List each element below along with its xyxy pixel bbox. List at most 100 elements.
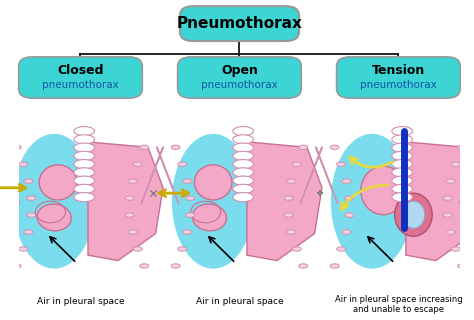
Ellipse shape: [284, 213, 293, 217]
Text: pneumothorax: pneumothorax: [42, 79, 119, 90]
Ellipse shape: [186, 213, 195, 217]
Ellipse shape: [392, 143, 412, 152]
Ellipse shape: [395, 193, 432, 236]
Ellipse shape: [392, 135, 412, 144]
Ellipse shape: [299, 145, 308, 149]
FancyBboxPatch shape: [337, 57, 460, 98]
Ellipse shape: [337, 162, 346, 166]
Ellipse shape: [402, 201, 425, 228]
Ellipse shape: [392, 193, 412, 202]
Ellipse shape: [458, 264, 467, 268]
Ellipse shape: [125, 213, 134, 217]
Ellipse shape: [171, 145, 180, 149]
Ellipse shape: [27, 213, 36, 217]
Ellipse shape: [342, 179, 351, 183]
Ellipse shape: [172, 134, 255, 269]
Ellipse shape: [18, 247, 27, 251]
Ellipse shape: [233, 143, 254, 152]
Ellipse shape: [233, 135, 254, 144]
Ellipse shape: [74, 193, 94, 202]
Ellipse shape: [446, 230, 455, 234]
Ellipse shape: [74, 168, 94, 177]
Ellipse shape: [74, 126, 94, 136]
Ellipse shape: [443, 196, 452, 200]
Ellipse shape: [74, 143, 94, 152]
Ellipse shape: [186, 196, 195, 200]
Ellipse shape: [37, 204, 71, 231]
Ellipse shape: [299, 264, 308, 268]
Ellipse shape: [392, 168, 412, 177]
Ellipse shape: [446, 179, 455, 183]
Ellipse shape: [133, 247, 142, 251]
Text: Open: Open: [221, 64, 258, 77]
Ellipse shape: [233, 160, 254, 169]
Ellipse shape: [128, 179, 137, 183]
Polygon shape: [406, 142, 474, 260]
Ellipse shape: [392, 126, 412, 136]
Ellipse shape: [24, 179, 33, 183]
FancyBboxPatch shape: [180, 6, 299, 41]
Ellipse shape: [171, 264, 180, 268]
Ellipse shape: [183, 230, 192, 234]
Ellipse shape: [233, 176, 254, 185]
Ellipse shape: [292, 247, 301, 251]
Ellipse shape: [128, 230, 137, 234]
Ellipse shape: [24, 230, 33, 234]
Ellipse shape: [233, 168, 254, 177]
Ellipse shape: [361, 166, 406, 215]
Ellipse shape: [392, 184, 412, 194]
Ellipse shape: [330, 264, 339, 268]
Ellipse shape: [12, 145, 21, 149]
Ellipse shape: [192, 204, 227, 231]
Ellipse shape: [12, 264, 21, 268]
Ellipse shape: [292, 162, 301, 166]
Ellipse shape: [27, 196, 36, 200]
Ellipse shape: [233, 193, 254, 202]
FancyBboxPatch shape: [178, 57, 301, 98]
Ellipse shape: [331, 134, 413, 269]
Ellipse shape: [74, 135, 94, 144]
Text: Closed: Closed: [57, 64, 104, 77]
Ellipse shape: [443, 213, 452, 217]
Ellipse shape: [178, 247, 187, 251]
Text: pneumothorax: pneumothorax: [360, 79, 437, 90]
Ellipse shape: [345, 196, 354, 200]
Ellipse shape: [13, 134, 95, 269]
Ellipse shape: [183, 179, 192, 183]
Text: Tension: Tension: [372, 64, 425, 77]
Polygon shape: [88, 142, 163, 260]
Ellipse shape: [140, 145, 149, 149]
FancyBboxPatch shape: [18, 57, 142, 98]
Ellipse shape: [233, 151, 254, 160]
Ellipse shape: [451, 247, 460, 251]
Ellipse shape: [125, 196, 134, 200]
Ellipse shape: [74, 160, 94, 169]
Ellipse shape: [392, 176, 412, 185]
Ellipse shape: [342, 230, 351, 234]
Ellipse shape: [18, 162, 27, 166]
Ellipse shape: [451, 162, 460, 166]
Ellipse shape: [133, 162, 142, 166]
Ellipse shape: [392, 151, 412, 160]
Text: Air in pleural space increasing
and unable to escape: Air in pleural space increasing and unab…: [335, 295, 462, 314]
Ellipse shape: [39, 165, 77, 200]
Ellipse shape: [74, 184, 94, 194]
Ellipse shape: [74, 176, 94, 185]
Ellipse shape: [74, 151, 94, 160]
Ellipse shape: [233, 184, 254, 194]
Text: pneumothorax: pneumothorax: [201, 79, 278, 90]
Ellipse shape: [287, 179, 296, 183]
Ellipse shape: [233, 126, 254, 136]
Ellipse shape: [194, 165, 232, 200]
Ellipse shape: [140, 264, 149, 268]
Ellipse shape: [330, 145, 339, 149]
Polygon shape: [247, 142, 322, 260]
Ellipse shape: [284, 196, 293, 200]
Ellipse shape: [345, 213, 354, 217]
Ellipse shape: [392, 160, 412, 169]
Text: Air in pleural space: Air in pleural space: [36, 297, 124, 306]
Ellipse shape: [178, 162, 187, 166]
Ellipse shape: [337, 247, 346, 251]
Text: Air in pleural space: Air in pleural space: [196, 297, 283, 306]
Ellipse shape: [287, 230, 296, 234]
